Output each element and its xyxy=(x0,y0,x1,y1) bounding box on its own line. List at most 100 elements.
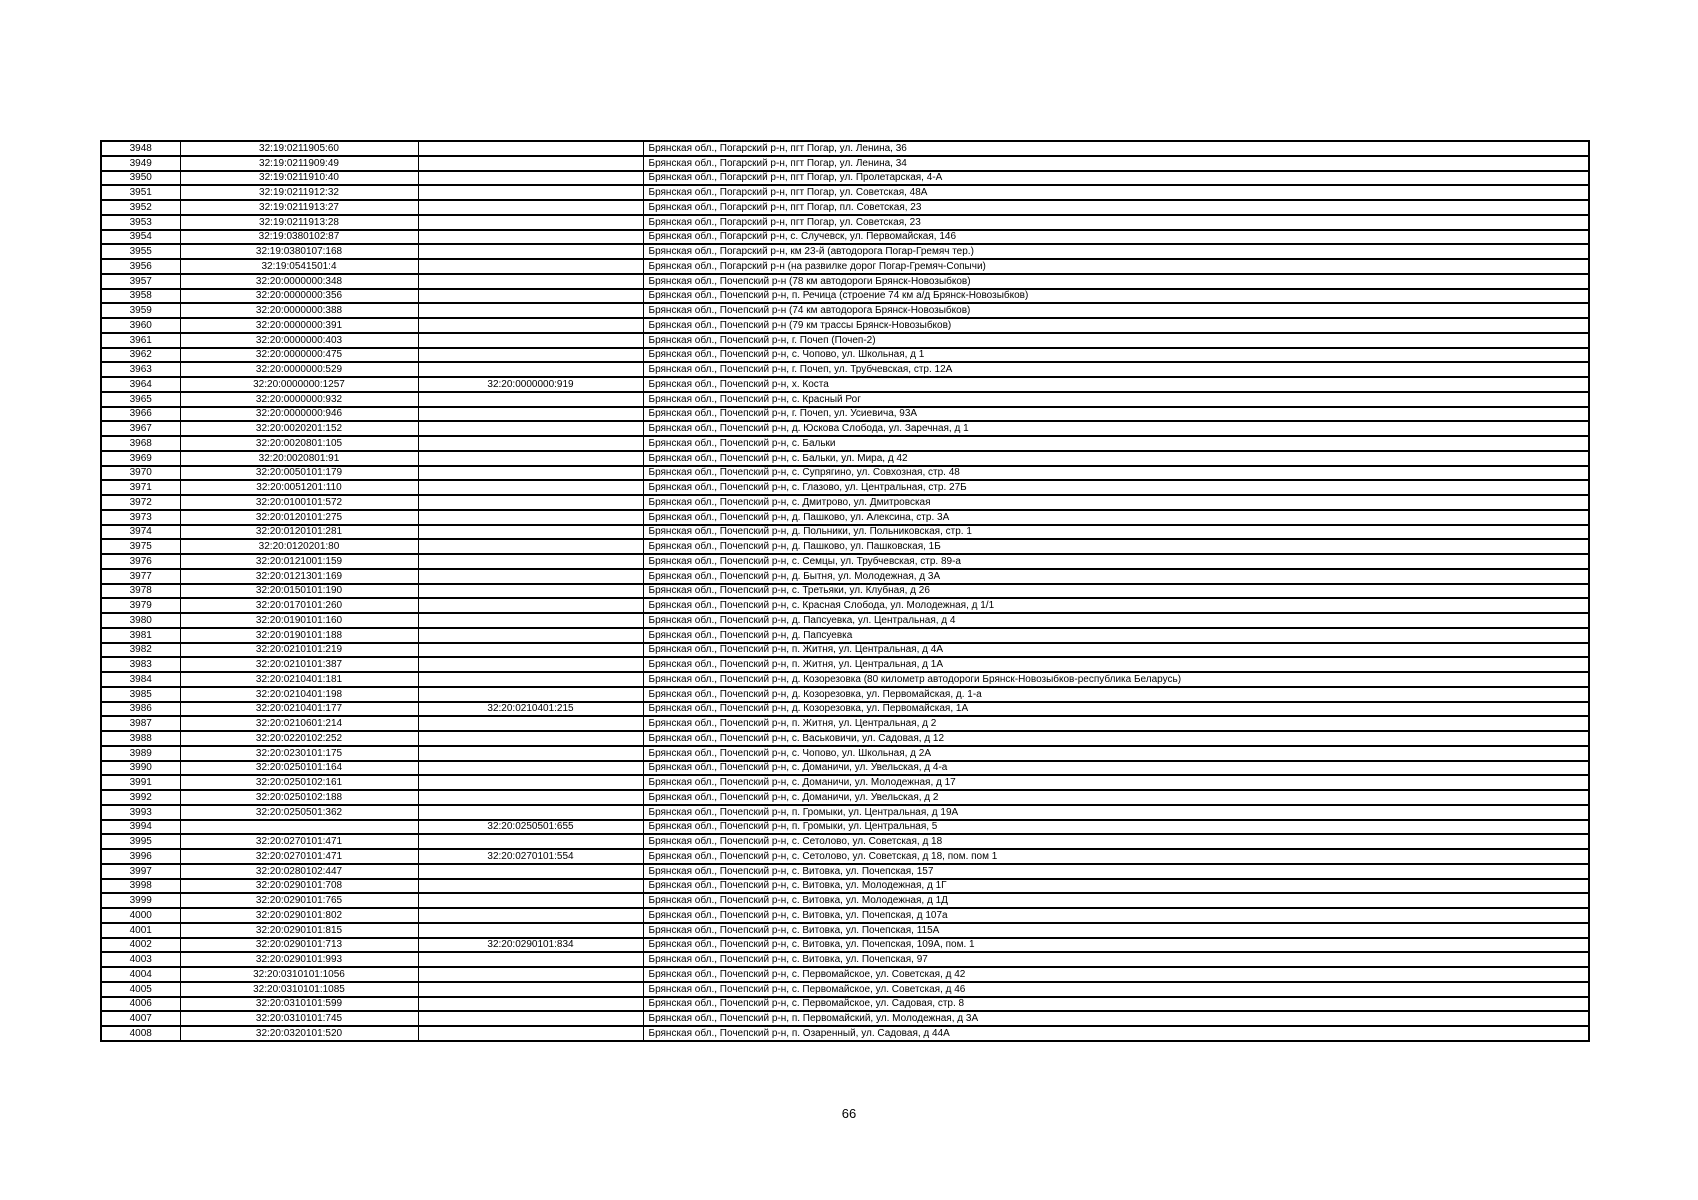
address-cell: Брянская обл., Погарский р-н (на развилк… xyxy=(642,258,1590,275)
cadastral-number-secondary-cell xyxy=(417,1025,644,1042)
cadastral-number-secondary-cell xyxy=(417,759,644,777)
cadastral-number-secondary-cell xyxy=(417,449,644,467)
row-number-cell: 3967 xyxy=(100,420,181,437)
address-cell: Брянская обл., Погарский р-н, пгт Погар,… xyxy=(642,213,1590,231)
cadastral-number-primary-cell: 32:20:0120101:281 xyxy=(179,523,419,541)
row-number-cell: 3949 xyxy=(100,154,181,172)
cadastral-number-secondary-cell xyxy=(417,184,644,201)
cadastral-number-secondary-cell xyxy=(417,287,644,305)
row-number-cell: 3998 xyxy=(100,877,181,895)
cadastral-number-primary-cell: 32:20:0000000:388 xyxy=(179,302,419,319)
cadastral-number-secondary-cell xyxy=(417,715,644,732)
row-number-cell: 3991 xyxy=(100,774,181,791)
cadastral-number-secondary-cell xyxy=(417,479,644,496)
cadastral-number-primary-cell: 32:20:0000000:529 xyxy=(179,361,419,378)
cadastral-number-primary-cell: 32:20:0210401:181 xyxy=(179,671,419,688)
cadastral-number-primary-cell: 32:20:0270101:471 xyxy=(179,833,419,850)
cadastral-number-primary-cell: 32:20:0121001:159 xyxy=(179,553,419,570)
row-number-cell: 3954 xyxy=(100,228,181,246)
address-cell: Брянская обл., Почепский р-н, п. Громыки… xyxy=(642,803,1590,821)
row-number-cell: 3985 xyxy=(100,685,181,703)
row-number-cell: 3990 xyxy=(100,759,181,777)
table-row: 3979 32:20:0170101:260 Брянская обл., Поче… xyxy=(100,597,1590,614)
cadastral-number-secondary-cell xyxy=(417,390,644,408)
address-cell: Брянская обл., Почепский р-н, п. Громыки… xyxy=(642,818,1590,836)
table-row: 3971 32:20:0051201:110 Брянская обл., Поче… xyxy=(100,479,1590,496)
address-cell: Брянская обл., Почепский р-н, с. Васьков… xyxy=(642,730,1590,747)
table-row: 3970 32:20:0050101:179 Брянская обл., Поче… xyxy=(100,464,1590,482)
address-cell: Брянская обл., Погарский р-н, с. Случевс… xyxy=(642,228,1590,246)
cadastral-number-secondary-cell xyxy=(417,789,644,806)
cadastral-number-secondary-cell xyxy=(417,626,644,644)
address-cell: Брянская обл., Почепский р-н, г. Почеп, … xyxy=(642,405,1590,423)
table-row: 3976 32:20:0121001:159 Брянская обл., Поче… xyxy=(100,553,1590,570)
cadastral-number-secondary-cell xyxy=(417,523,644,541)
table-row: 3959 32:20:0000000:388 Брянская обл., Поче… xyxy=(100,302,1590,319)
table-row: 4005 32:20:0310101:1085 Брянская обл., Поч… xyxy=(100,980,1590,998)
row-number-cell: 3957 xyxy=(100,272,181,290)
address-cell: Брянская обл., Почепский р-н, с. Сетолов… xyxy=(642,848,1590,865)
table-row: 4004 32:20:0310101:1056 Брянская обл., Поч… xyxy=(100,966,1590,983)
address-cell: Брянская обл., Почепский р-н, с. Первома… xyxy=(642,980,1590,998)
table-row: 3966 32:20:0000000:946 Брянская обл., Поче… xyxy=(100,405,1590,423)
table-row: 3951 32:19:0211912:32 Брянская обл., Погар… xyxy=(100,184,1590,201)
cadastral-number-secondary-cell xyxy=(417,995,644,1013)
address-cell: Брянская обл., Почепский р-н, д. Польник… xyxy=(642,523,1590,541)
cadastral-number-primary-cell: 32:20:0210601:214 xyxy=(179,715,419,732)
row-number-cell: 3983 xyxy=(100,656,181,673)
address-cell: Брянская обл., Почепский р-н, с. Красная… xyxy=(642,597,1590,614)
cadastral-number-secondary-cell xyxy=(417,980,644,998)
row-number-cell: 3959 xyxy=(100,302,181,319)
row-number-cell: 3963 xyxy=(100,361,181,378)
address-cell: Брянская обл., Почепский р-н, п. Первома… xyxy=(642,1010,1590,1027)
address-cell: Брянская обл., Погарский р-н, пгт Погар,… xyxy=(642,184,1590,201)
table-row: 3948 32:19:0211905:60 Брянская обл., Погар… xyxy=(100,140,1590,157)
table-row: 3980 32:20:0190101:160 Брянская обл., Поче… xyxy=(100,612,1590,629)
address-cell: Брянская обл., Почепский р-н, п. Житня, … xyxy=(642,715,1590,732)
cadastral-number-secondary-cell xyxy=(417,612,644,629)
row-number-cell: 3999 xyxy=(100,892,181,909)
table-row: 3965 32:20:0000000:932 Брянская обл., Поче… xyxy=(100,390,1590,408)
row-number-cell: 4008 xyxy=(100,1025,181,1042)
cadastral-number-secondary-cell xyxy=(417,567,644,585)
row-number-cell: 3970 xyxy=(100,464,181,482)
cadastral-number-secondary-cell xyxy=(417,346,644,364)
table-row: 3992 32:20:0250102:188 Брянская обл., Поче… xyxy=(100,789,1590,806)
cadastral-number-primary-cell: 32:20:0250102:161 xyxy=(179,774,419,791)
table-row: 3962 32:20:0000000:475 Брянская обл., Поче… xyxy=(100,346,1590,364)
cadastral-number-secondary-cell xyxy=(417,1010,644,1027)
address-cell: Брянская обл., Почепский р-н, д. Папсуев… xyxy=(642,612,1590,629)
address-cell: Брянская обл., Почепский р-н, с. Бальки,… xyxy=(642,449,1590,467)
cadastral-number-primary-cell: 32:20:0210401:177 xyxy=(179,700,419,718)
cadastral-number-primary-cell: 32:20:0250102:188 xyxy=(179,789,419,806)
cadastral-number-primary-cell: 32:20:0020201:152 xyxy=(179,420,419,437)
table-row: 3978 32:20:0150101:190 Брянская обл., Поче… xyxy=(100,582,1590,600)
cadastral-number-secondary-cell xyxy=(417,597,644,614)
table-row: 3954 32:19:0380102:87 Брянская обл., Погар… xyxy=(100,228,1590,246)
row-number-cell: 3952 xyxy=(100,199,181,216)
row-number-cell: 3984 xyxy=(100,671,181,688)
row-number-cell: 3979 xyxy=(100,597,181,614)
address-cell: Брянская обл., Почепский р-н, с. Глазово… xyxy=(642,479,1590,496)
cadastral-number-primary-cell: 32:20:0270101:471 xyxy=(179,848,419,865)
table-row: 3999 32:20:0290101:765 Брянская обл., Поче… xyxy=(100,892,1590,909)
cadastral-number-secondary-cell xyxy=(417,582,644,600)
cadastral-number-primary-cell: 32:20:0210101:219 xyxy=(179,641,419,659)
address-cell: Брянская обл., Почепский р-н, с. Доманич… xyxy=(642,789,1590,806)
cadastral-number-primary-cell: 32:20:0000000:391 xyxy=(179,317,419,334)
address-cell: Брянская обл., Почепский р-н, с. Витовка… xyxy=(642,877,1590,895)
cadastral-number-primary-cell: 32:19:0380102:87 xyxy=(179,228,419,246)
cadastral-number-secondary-cell xyxy=(417,420,644,437)
cadastral-number-secondary-cell xyxy=(417,405,644,423)
table-row: 3997 32:20:0280102:447 Брянская обл., Поче… xyxy=(100,862,1590,880)
cadastral-number-primary-cell: 32:20:0020801:91 xyxy=(179,449,419,467)
cadastral-number-primary-cell: 32:20:0310101:1085 xyxy=(179,980,419,998)
row-number-cell: 3961 xyxy=(100,331,181,349)
row-number-cell: 3996 xyxy=(100,848,181,865)
table-row: 3991 32:20:0250102:161 Брянская обл., Поче… xyxy=(100,774,1590,791)
cadastral-registry-table: 3948 32:19:0211905:60 Брянская обл., Погар… xyxy=(100,140,1590,1042)
table-row: 4000 32:20:0290101:802 Брянская обл., Поче… xyxy=(100,907,1590,924)
table-row: 3972 32:20:0100101:572 Брянская обл., Поче… xyxy=(100,494,1590,511)
address-cell: Брянская обл., Почепский р-н, д. Юскова … xyxy=(642,420,1590,437)
row-number-cell: 3960 xyxy=(100,317,181,334)
